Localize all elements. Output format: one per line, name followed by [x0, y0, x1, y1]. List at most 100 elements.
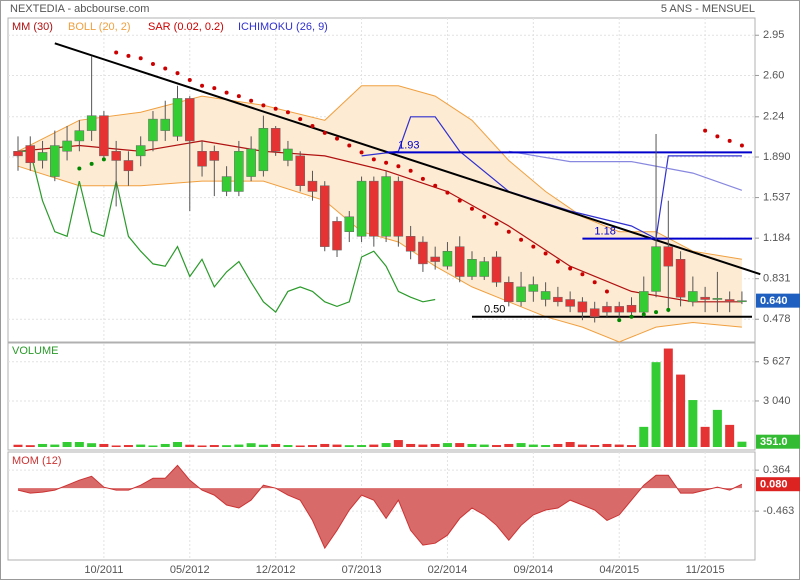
volume-bar	[74, 442, 84, 447]
y-tick-label: -0.463	[763, 505, 794, 517]
mom-area	[18, 465, 742, 549]
sar-dot	[703, 128, 708, 133]
candle-body	[197, 151, 207, 167]
volume-bar	[173, 442, 183, 447]
candle-body	[356, 180, 367, 237]
mom-line	[17, 464, 743, 550]
legend-entry: BOLL (20, 2)	[68, 21, 131, 33]
volume-bar	[406, 443, 416, 447]
candle-body	[614, 306, 624, 313]
sar-dot	[654, 310, 659, 315]
sar-dot	[249, 98, 254, 103]
sar-dot	[138, 56, 143, 61]
y-tick-label: 0.831	[763, 273, 791, 285]
sar-dot	[604, 289, 609, 294]
volume-bar	[222, 445, 232, 447]
sar-dot	[580, 272, 585, 277]
y-tick-label: 3 040	[763, 395, 791, 407]
candle-body	[99, 115, 109, 157]
ichimoku-line	[18, 150, 436, 314]
candle-body	[491, 256, 502, 283]
sar-dot	[715, 134, 720, 139]
legend-entry: SAR (0.02, 0.2)	[148, 21, 224, 33]
y-tick-label: 2.95	[763, 29, 784, 41]
y-tick-label: 2.60	[763, 69, 784, 81]
candle-body	[540, 291, 551, 300]
candle-body	[528, 284, 539, 292]
candle-body	[25, 145, 36, 164]
sar-dot	[408, 168, 413, 173]
volume-bar	[393, 440, 403, 447]
x-tick-label: 02/2014	[428, 564, 468, 576]
volume-bar	[565, 442, 575, 447]
last-value-label: 0.080	[760, 479, 788, 491]
volume-bar	[87, 443, 97, 447]
sar-dot	[175, 71, 180, 76]
volume-bar	[676, 374, 686, 447]
x-tick-label: 10/2011	[84, 564, 123, 576]
sar-dot	[77, 166, 82, 171]
sar-dot	[641, 312, 646, 317]
candle-body	[13, 151, 23, 157]
candle-body	[639, 291, 649, 313]
candle-body	[405, 236, 416, 252]
sar-dot	[310, 124, 315, 128]
x-tick-label: 09/2014	[513, 564, 553, 576]
candle-body	[663, 246, 674, 267]
volume-bar	[258, 444, 268, 447]
x-tick-label: 11/2015	[686, 564, 725, 576]
sar-dot	[224, 90, 229, 95]
ichimoku-line	[508, 150, 743, 191]
sar-dot	[126, 53, 131, 58]
last-value-label: 0.640	[760, 295, 788, 307]
candle-body	[430, 256, 440, 262]
candle-body	[111, 151, 121, 161]
candle-body	[74, 130, 85, 142]
volume-bar	[418, 444, 428, 447]
candle-body	[185, 98, 195, 142]
candle-body	[123, 160, 134, 172]
volume-bar	[651, 362, 661, 447]
sar-dot	[347, 143, 352, 148]
candle-body	[160, 118, 170, 131]
sar-dot	[285, 110, 290, 115]
candle-body	[553, 296, 563, 303]
last-value-label: 351.0	[760, 436, 788, 448]
sar-dot	[531, 244, 536, 249]
candle-body	[712, 298, 723, 300]
volume-bar	[25, 445, 35, 447]
volume-bar	[209, 445, 219, 447]
sar-dot	[200, 83, 205, 88]
sar-dot	[114, 50, 119, 55]
candle-body	[234, 151, 244, 192]
sar-dot	[617, 318, 622, 323]
volume-bar	[111, 445, 121, 447]
candle-body	[283, 148, 293, 161]
sar-dot	[494, 221, 499, 226]
volume-bar	[577, 444, 587, 447]
sar-dot	[89, 161, 94, 166]
candle-body	[307, 180, 318, 192]
y-tick-label: 1.537	[763, 191, 791, 203]
candle-body	[651, 246, 661, 292]
candle-body	[504, 282, 514, 303]
candle-body	[381, 176, 391, 237]
volume-bar	[639, 426, 649, 447]
volume-bar	[197, 445, 207, 447]
y-tick-label: 1.184	[763, 232, 791, 244]
volume-bar	[271, 443, 281, 447]
volume-bar	[627, 445, 636, 447]
sar-dot	[592, 280, 597, 285]
candle-body	[135, 145, 146, 157]
candle-body	[737, 300, 747, 303]
level-label: 0.50	[484, 304, 505, 316]
volume-bar	[541, 445, 551, 447]
sar-dot	[506, 229, 511, 234]
volume-bar	[467, 443, 477, 447]
level-label: 1.93	[398, 139, 419, 151]
volume-bar	[62, 442, 72, 447]
band-fill	[18, 85, 742, 343]
plot-layer: 10/2011 05/2012 12/2012 07/2013 02/2014 09/20…	[8, 18, 800, 576]
volume-bar	[38, 443, 48, 447]
